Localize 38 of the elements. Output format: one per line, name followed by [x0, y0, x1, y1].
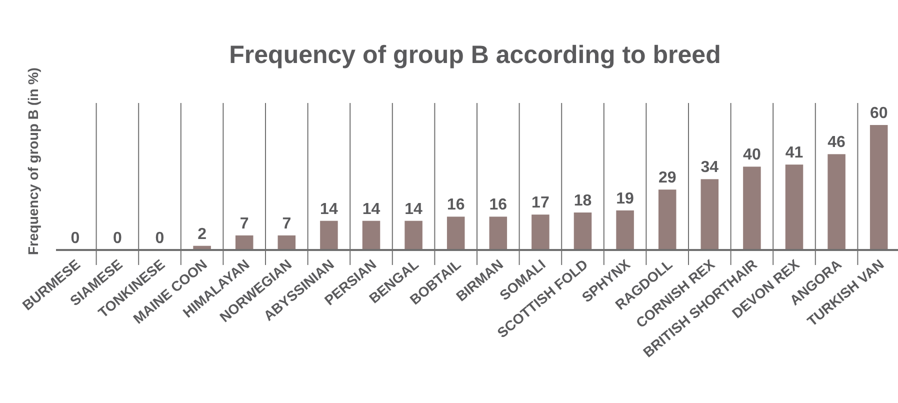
bar: [446, 216, 465, 250]
bar: [870, 125, 888, 250]
bar: [700, 179, 719, 250]
bar: [278, 235, 296, 250]
chart-title: Frequency of group B according to breed: [229, 41, 721, 69]
bar: [532, 214, 550, 250]
data-label: 46: [828, 134, 846, 152]
y-axis-title: Frequency of group B (in %): [25, 68, 41, 255]
data-label: 19: [616, 190, 634, 208]
bar: [616, 210, 634, 250]
data-label: 16: [489, 196, 508, 214]
data-label: 41: [785, 144, 804, 162]
data-label: 0: [112, 230, 122, 247]
data-label: 34: [700, 159, 719, 176]
data-label: 17: [532, 194, 550, 212]
bar: [489, 216, 508, 250]
bar: [658, 190, 676, 250]
bar: [743, 166, 761, 250]
data-label: 14: [320, 200, 338, 218]
data-label: 18: [574, 192, 592, 210]
data-label: 16: [446, 196, 465, 214]
bar: [785, 164, 804, 250]
data-label: 7: [282, 215, 292, 232]
data-label: 0: [155, 230, 164, 247]
data-label: 0: [70, 230, 80, 247]
bar: [404, 220, 422, 250]
bar: [828, 154, 846, 250]
data-label: 14: [362, 200, 380, 218]
bar: [574, 212, 592, 250]
bar: [362, 220, 380, 250]
data-label: 40: [743, 146, 761, 164]
data-label: 14: [404, 200, 423, 218]
bar: [320, 220, 338, 250]
data-label: 60: [870, 105, 888, 122]
data-label: 2: [198, 226, 207, 243]
data-label: 7: [240, 215, 249, 232]
bar: [235, 235, 254, 250]
data-label: 29: [658, 170, 676, 187]
